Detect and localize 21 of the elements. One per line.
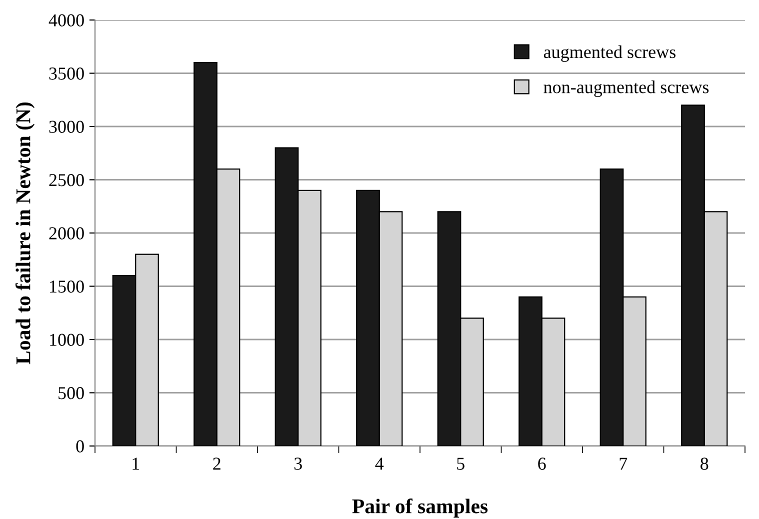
- y-tick-label: 2000: [49, 227, 84, 240]
- y-tick-label: 4000: [48, 14, 84, 26]
- x-tick-label: 2: [213, 458, 220, 470]
- x-tick-label: 6: [538, 458, 546, 470]
- legend-label: augmented screws: [544, 45, 676, 62]
- y-tick-label: 1500: [50, 280, 84, 293]
- y-tick-label: 3000: [49, 120, 84, 133]
- y-tick-label: 3500: [49, 68, 84, 80]
- y-tick-label: 1000: [50, 334, 84, 346]
- x-tick-label: 5: [457, 458, 464, 470]
- y-tick-label: 0: [76, 440, 84, 452]
- y-tick-label: 500: [58, 387, 84, 400]
- x-axis-title: Pair of samples: [352, 498, 488, 518]
- x-tick-label: 8: [700, 458, 708, 470]
- x-tick-label: 3: [294, 458, 302, 470]
- y-axis-title: Load to failure in Newton (N): [15, 102, 35, 364]
- y-tick-label: 2500: [49, 174, 84, 186]
- x-tick-label: 1: [132, 458, 140, 470]
- x-tick-label: 4: [375, 458, 384, 470]
- x-tick-label: 7: [620, 458, 628, 470]
- legend-label: non-augmented screws: [544, 80, 709, 97]
